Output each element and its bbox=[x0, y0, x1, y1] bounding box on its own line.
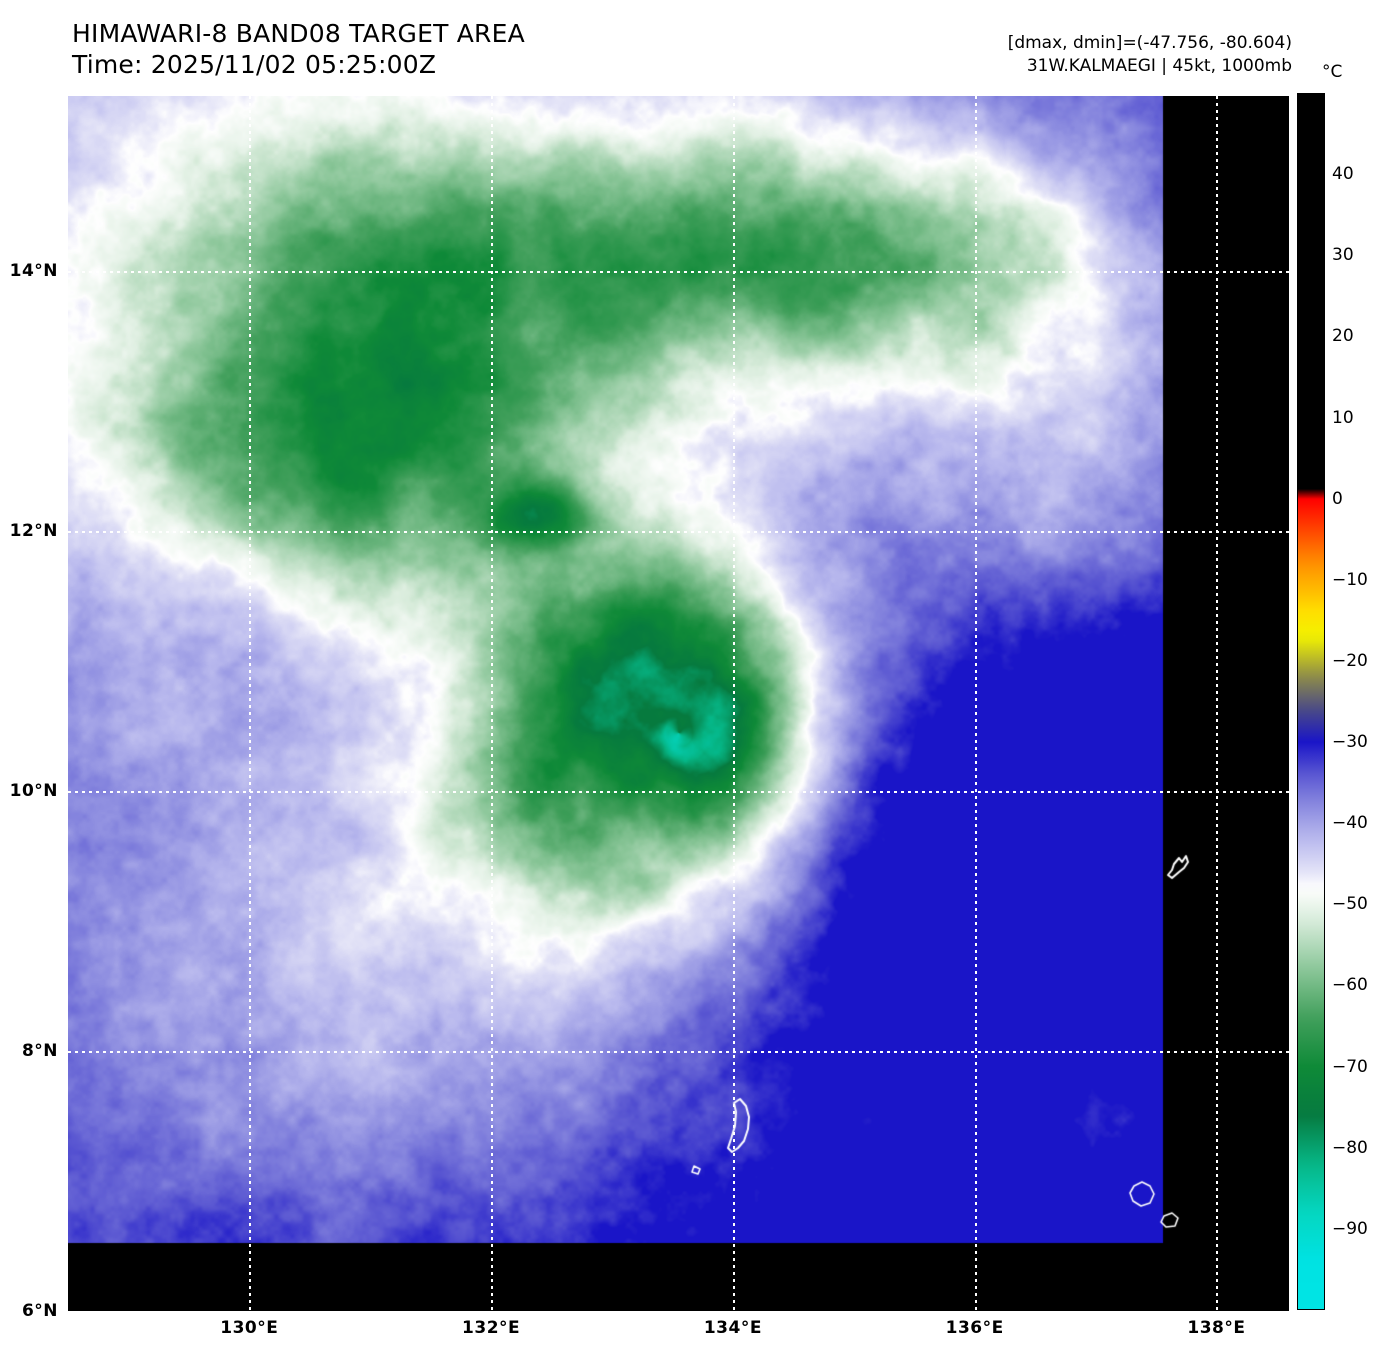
colorbar-tick: −60 bbox=[1332, 975, 1368, 996]
satellite-image-plot[interactable]: Copyright © 2020-2025 Dapiya bbox=[68, 96, 1289, 1311]
y-axis-tick: 10°N bbox=[9, 781, 58, 802]
x-axis-tick: 134°E bbox=[703, 1318, 762, 1338]
colorbar-tick: −70 bbox=[1332, 1056, 1368, 1077]
y-axis-tick: 14°N bbox=[9, 261, 58, 282]
metadata-block: [dmax, dmin]=(-47.756, -80.604) 31W.KALM… bbox=[1008, 32, 1292, 78]
colorbar-tick: 20 bbox=[1332, 326, 1354, 347]
colorbar-tick: 10 bbox=[1332, 407, 1354, 428]
colorbar-tick: −80 bbox=[1332, 1137, 1368, 1158]
colorbar-tick: 40 bbox=[1332, 164, 1354, 185]
colorbar-gradient bbox=[1298, 94, 1324, 1309]
timestamp-label: Time: 2025/11/02 05:25:00Z bbox=[72, 50, 437, 79]
data-range-label: [dmax, dmin]=(-47.756, -80.604) bbox=[1007, 33, 1292, 53]
colorbar[interactable] bbox=[1297, 93, 1325, 1310]
x-axis-tick: 130°E bbox=[220, 1318, 279, 1338]
colorbar-tick: −50 bbox=[1332, 894, 1368, 915]
x-axis-tick: 136°E bbox=[945, 1318, 1004, 1338]
x-axis-tick: 132°E bbox=[462, 1318, 521, 1338]
y-axis-tick: 6°N bbox=[21, 1301, 58, 1321]
y-axis-tick: 8°N bbox=[21, 1041, 58, 1062]
colorbar-tick: −20 bbox=[1332, 650, 1368, 671]
colorbar-unit-label: °C bbox=[1322, 62, 1343, 82]
colorbar-tick: −40 bbox=[1332, 813, 1368, 834]
x-axis-tick: 138°E bbox=[1187, 1318, 1246, 1338]
colorbar-tick: −30 bbox=[1332, 732, 1368, 753]
satellite-imagery-canvas bbox=[68, 96, 1289, 1311]
storm-info-label: 31W.KALMAEGI | 45kt, 1000mb bbox=[1026, 56, 1292, 76]
colorbar-tick: 0 bbox=[1332, 488, 1343, 509]
y-axis-tick: 12°N bbox=[9, 521, 58, 542]
title-block: HIMAWARI-8 BAND08 TARGET AREA Time: 2025… bbox=[72, 18, 525, 80]
colorbar-tick: −90 bbox=[1332, 1218, 1368, 1239]
colorbar-tick: −10 bbox=[1332, 569, 1368, 590]
page-title: HIMAWARI-8 BAND08 TARGET AREA bbox=[72, 19, 525, 48]
colorbar-tick: 30 bbox=[1332, 245, 1354, 266]
